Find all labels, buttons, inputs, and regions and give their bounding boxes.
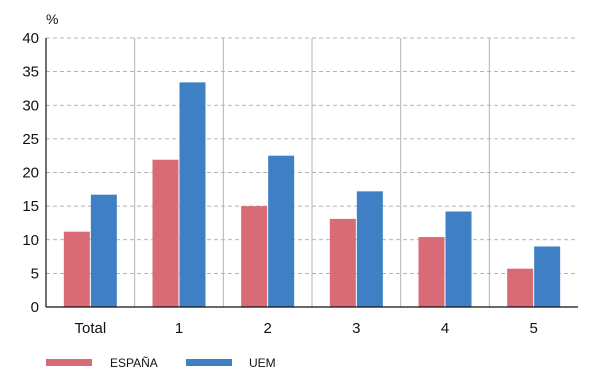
bar-uem	[534, 246, 561, 307]
y-tick-label: 15	[22, 198, 39, 215]
bars	[63, 82, 561, 307]
y-tick-label: 5	[31, 265, 39, 282]
legend: ESPAÑA UEM	[46, 356, 276, 370]
legend-label-espana: ESPAÑA	[110, 356, 158, 370]
bar-espana	[63, 231, 90, 307]
x-tick-label: Total	[74, 320, 106, 337]
x-tick-label: 3	[352, 320, 360, 337]
y-axis-ticks: 0 5 10 15 20 25 30 35 40	[22, 30, 39, 316]
y-tick-label: 25	[22, 131, 39, 148]
x-tick-label: 5	[529, 320, 537, 337]
x-axis-ticks: Total 1 2 3 4 5	[74, 320, 537, 337]
legend-label-uem: UEM	[249, 356, 276, 370]
y-tick-label: 30	[22, 97, 39, 114]
y-unit-label: %	[46, 11, 58, 27]
x-tick-label: 4	[441, 320, 449, 337]
bar-uem	[445, 211, 472, 307]
y-tick-label: 20	[22, 165, 39, 182]
x-tick-label: 1	[175, 320, 183, 337]
legend-swatch-uem	[186, 359, 232, 366]
bar-uem	[356, 191, 383, 307]
bar-espana	[507, 268, 534, 307]
bar-uem	[179, 82, 206, 307]
y-tick-label: 0	[31, 299, 39, 316]
bar-uem	[268, 155, 295, 307]
y-tick-label: 40	[22, 30, 39, 47]
bar-espana	[152, 159, 179, 307]
x-tick-label: 2	[263, 320, 271, 337]
category-separators	[134, 38, 490, 307]
bar-espana	[241, 206, 268, 307]
legend-swatch-espana	[46, 359, 92, 366]
bar-uem	[90, 194, 117, 307]
bar-espana	[418, 237, 445, 307]
y-tick-label: 10	[22, 232, 39, 249]
bar-espana	[329, 218, 356, 307]
y-tick-label: 35	[22, 64, 39, 81]
